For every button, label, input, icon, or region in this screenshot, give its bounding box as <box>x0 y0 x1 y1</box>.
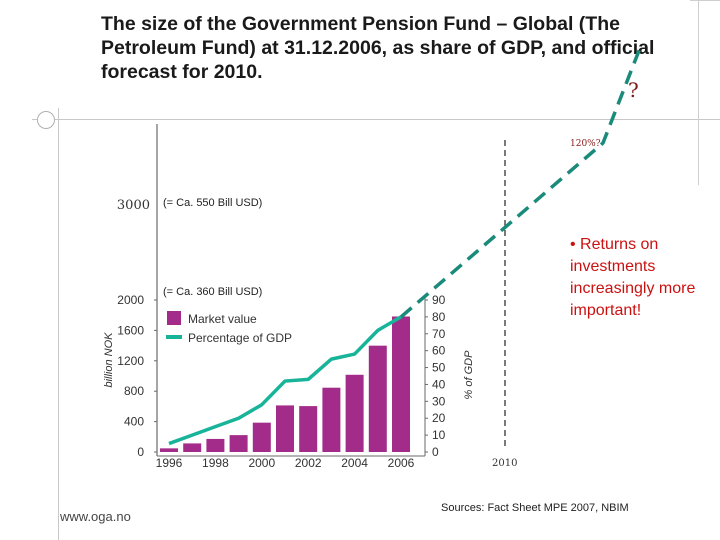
x-tick-label-2000: 2000 <box>248 456 275 470</box>
decorative-top-line <box>690 0 720 1</box>
legend-bar-swatch <box>167 311 181 325</box>
chart-axes <box>154 124 506 457</box>
returns-bullet: • Returns on investments increasingly mo… <box>570 236 696 319</box>
legend-percentage-gdp: Percentage of GDP <box>188 331 292 345</box>
x-tick-label-2006: 2006 <box>388 456 415 470</box>
right-tick-label: 50 <box>432 361 446 375</box>
bar-1999 <box>229 435 248 452</box>
right-tick-label: 30 <box>432 394 446 408</box>
decorative-circle-icon <box>37 111 55 129</box>
bar-1996 <box>160 448 178 452</box>
left-tick-label: 2000 <box>117 293 144 307</box>
right-tick-label: 80 <box>432 310 446 324</box>
bar-series <box>160 316 410 452</box>
decorative-horizontal-line <box>32 119 720 120</box>
gdp-percentage-line <box>168 315 402 446</box>
website-link[interactable]: www.oga.no <box>60 509 131 524</box>
left-axis-title: billion NOK <box>103 332 115 388</box>
x-tick-label-2002: 2002 <box>295 456 322 470</box>
bar-2004 <box>345 374 364 452</box>
left-tick-label: 800 <box>124 384 144 398</box>
right-axis-title: % of GDP <box>463 350 475 400</box>
forecast-year-label: 2010 <box>492 458 517 469</box>
bar-2001 <box>276 405 294 452</box>
left-tick-label: 1200 <box>117 354 144 368</box>
bar-2006 <box>392 316 410 452</box>
left-tick-label: 400 <box>124 415 144 429</box>
left-tick-label: 0 <box>137 445 144 459</box>
forecast-question-mark: ? <box>628 78 639 102</box>
bar-2003 <box>322 387 341 452</box>
forecast-pct-label: 120%? <box>570 139 601 149</box>
right-tick-label: 90 <box>432 293 446 307</box>
sources-text: Sources: Fact Sheet MPE 2007, NBIM <box>441 502 629 514</box>
x-tick-label-1998: 1998 <box>202 456 229 470</box>
bar-2005 <box>368 345 387 452</box>
left-tick-label: 1600 <box>117 323 144 337</box>
x-tick-label-2004: 2004 <box>341 456 368 470</box>
right-tick-label: 20 <box>432 411 446 425</box>
chart-labels: 0 400 800 1200 1600 2000 3000 0 10 20 30 40 50 60 70 80… <box>103 139 601 470</box>
slide-title: The size of the Government Pension Fund … <box>101 13 655 83</box>
right-tick-label: 40 <box>432 377 446 391</box>
forecast-dashed-line <box>399 47 642 319</box>
bar-1997 <box>183 443 202 452</box>
right-tick-label: 0 <box>432 445 439 459</box>
annotation-360-bill-usd: (= Ca. 360 Bill USD) <box>163 286 262 298</box>
bar-2002 <box>299 406 318 452</box>
bar-1998 <box>206 438 225 452</box>
line-series <box>168 47 642 446</box>
right-tick-label: 60 <box>432 344 446 358</box>
annotation-550-bill-usd: (= Ca. 550 Bill USD) <box>163 197 262 209</box>
left-tick-label-3000: 3000 <box>117 198 150 213</box>
bar-2000 <box>252 422 271 452</box>
decorative-vertical-line <box>58 108 59 540</box>
legend-market-value: Market value <box>188 312 257 326</box>
x-tick-label-1996: 1996 <box>156 456 183 470</box>
decorative-right-line <box>698 0 699 185</box>
right-tick-label: 70 <box>432 327 446 341</box>
right-tick-label: 10 <box>432 428 446 442</box>
